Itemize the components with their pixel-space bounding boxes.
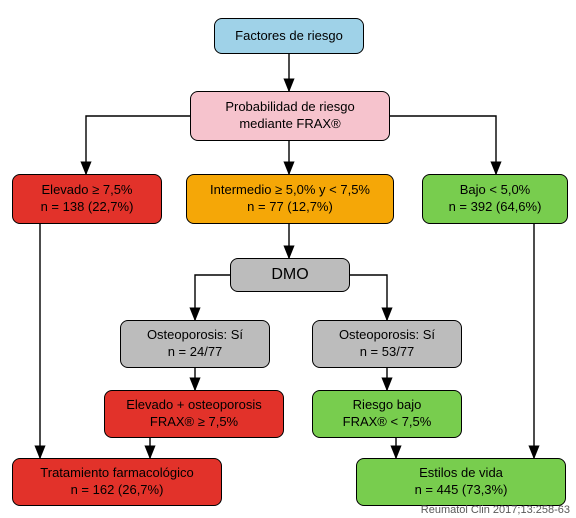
node-text-line: DMO xyxy=(271,265,308,286)
node-riesgo-bajo: Riesgo bajoFRAX® < 7,5% xyxy=(312,390,462,438)
node-text-line: mediante FRAX® xyxy=(239,116,340,133)
node-dmo: DMO xyxy=(230,258,350,292)
node-text-line: Estilos de vida xyxy=(419,465,503,482)
node-intermedio: Intermedio ≥ 5,0% y < 7,5%n = 77 (12,7%) xyxy=(186,174,394,224)
node-text-line: n = 445 (73,3%) xyxy=(415,482,508,499)
node-text-line: n = 24/77 xyxy=(168,344,223,361)
node-text-line: Osteoporosis: Sí xyxy=(147,327,243,344)
node-text-line: Osteoporosis: Sí xyxy=(339,327,435,344)
node-text-line: Tratamiento farmacológico xyxy=(40,465,193,482)
node-text-line: Intermedio ≥ 5,0% y < 7,5% xyxy=(210,182,370,199)
node-text-line: Riesgo bajo xyxy=(353,397,422,414)
node-text-line: n = 138 (22,7%) xyxy=(41,199,134,216)
node-elevado: Elevado ≥ 7,5%n = 138 (22,7%) xyxy=(12,174,162,224)
connector-edge xyxy=(86,116,190,174)
node-factores-riesgo: Factores de riesgo xyxy=(214,18,364,54)
node-text-line: n = 77 (12,7%) xyxy=(247,199,333,216)
connector-edge xyxy=(350,275,387,320)
node-elevado-osteoporosis: Elevado + osteoporosisFRAX® ≥ 7,5% xyxy=(104,390,284,438)
node-text-line: FRAX® < 7,5% xyxy=(343,414,432,431)
node-text-line: Factores de riesgo xyxy=(235,28,343,45)
node-text-line: Elevado + osteoporosis xyxy=(126,397,262,414)
node-text-line: n = 162 (26,7%) xyxy=(71,482,164,499)
node-probabilidad-frax: Probabilidad de riesgomediante FRAX® xyxy=(190,91,390,141)
source-caption: Reumatol Clin 2017;13:258-63 xyxy=(421,504,570,516)
node-text-line: Probabilidad de riesgo xyxy=(225,99,354,116)
node-text-line: n = 53/77 xyxy=(360,344,415,361)
node-osteoporosis-si-53: Osteoporosis: Sín = 53/77 xyxy=(312,320,462,368)
node-estilos-vida: Estilos de vidan = 445 (73,3%) xyxy=(356,458,566,506)
node-text-line: Bajo < 5,0% xyxy=(460,182,530,199)
node-tratamiento: Tratamiento farmacológicon = 162 (26,7%) xyxy=(12,458,222,506)
flowchart-canvas: Factores de riesgo Probabilidad de riesg… xyxy=(0,0,576,518)
connector-edge xyxy=(195,275,230,320)
node-text-line: FRAX® ≥ 7,5% xyxy=(150,414,238,431)
node-text-line: n = 392 (64,6%) xyxy=(449,199,542,216)
connector-edge xyxy=(390,116,496,174)
node-text-line: Elevado ≥ 7,5% xyxy=(42,182,133,199)
node-osteoporosis-si-24: Osteoporosis: Sín = 24/77 xyxy=(120,320,270,368)
node-bajo: Bajo < 5,0%n = 392 (64,6%) xyxy=(422,174,568,224)
